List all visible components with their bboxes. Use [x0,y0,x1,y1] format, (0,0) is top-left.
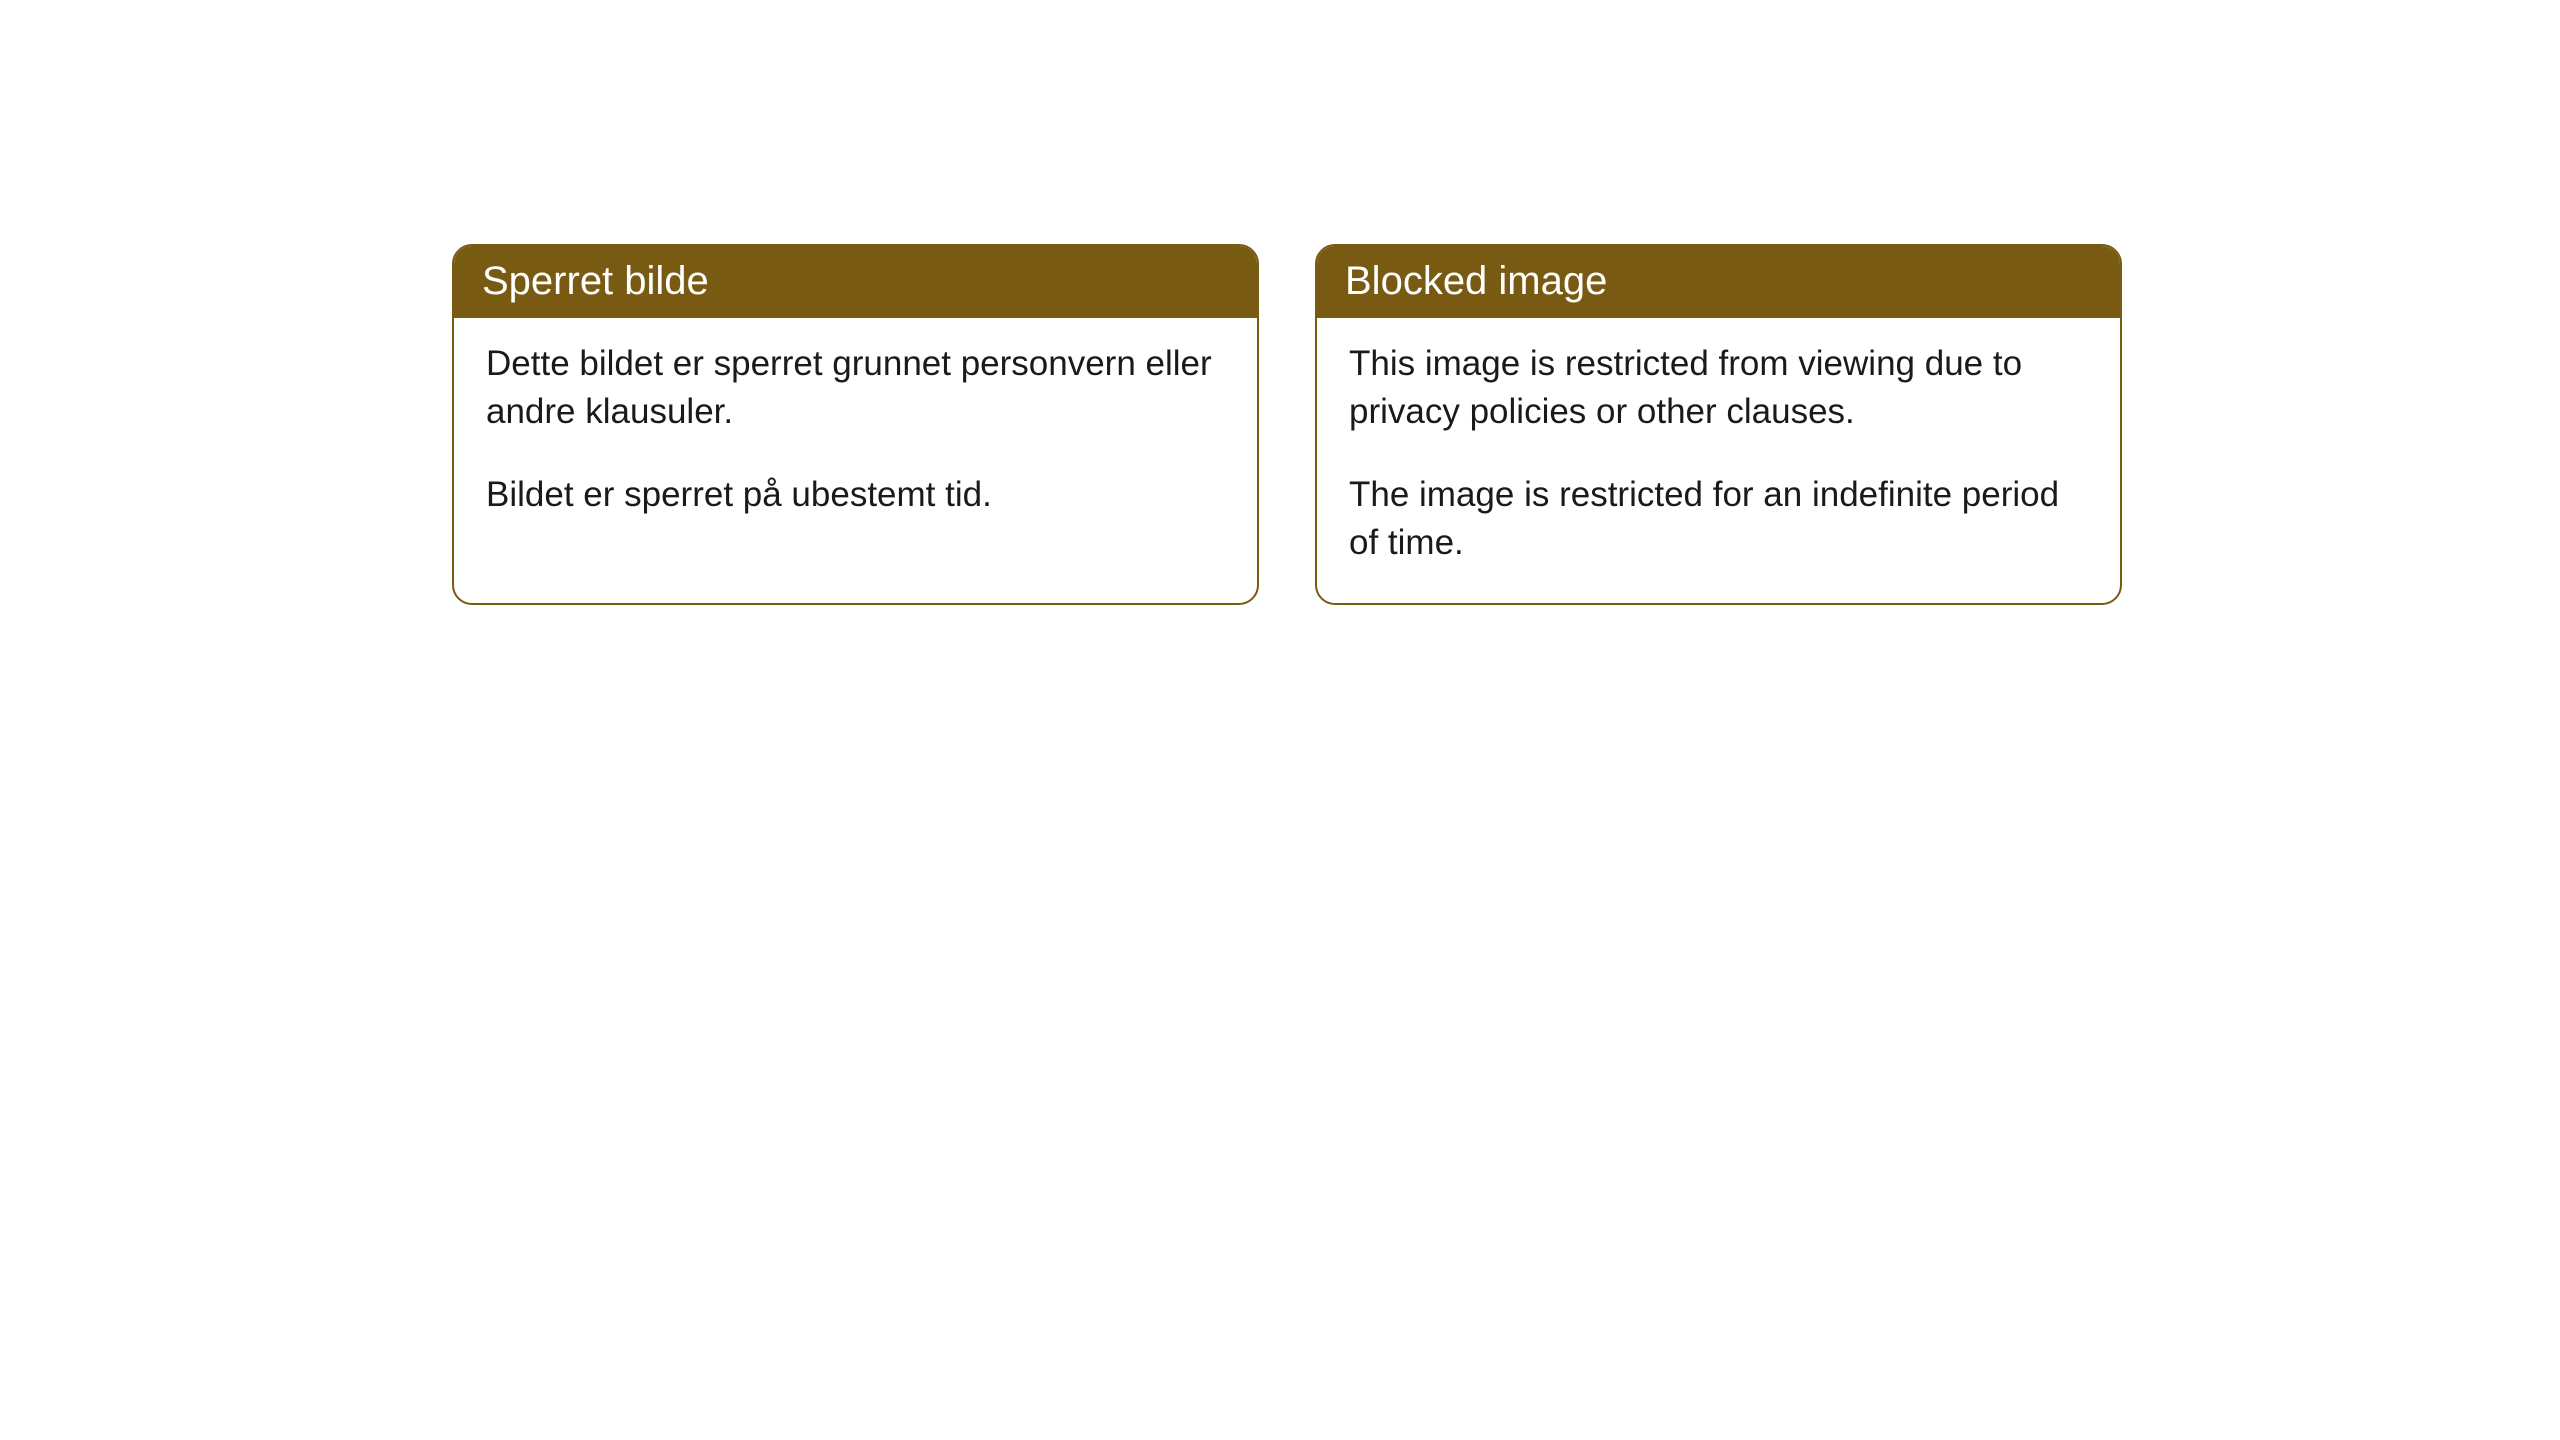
card-body-english: This image is restricted from viewing du… [1317,318,2120,603]
card-paragraph-2: Bildet er sperret på ubestemt tid. [486,471,1225,519]
card-header-english: Blocked image [1317,246,2120,318]
card-body-norwegian: Dette bildet er sperret grunnet personve… [454,318,1257,555]
card-paragraph-2: The image is restricted for an indefinit… [1349,471,2088,568]
blocked-image-card-norwegian: Sperret bilde Dette bildet er sperret gr… [452,244,1259,605]
card-paragraph-1: This image is restricted from viewing du… [1349,340,2088,437]
card-paragraph-1: Dette bildet er sperret grunnet personve… [486,340,1225,437]
cards-container: Sperret bilde Dette bildet er sperret gr… [0,0,2560,605]
blocked-image-card-english: Blocked image This image is restricted f… [1315,244,2122,605]
card-header-norwegian: Sperret bilde [454,246,1257,318]
